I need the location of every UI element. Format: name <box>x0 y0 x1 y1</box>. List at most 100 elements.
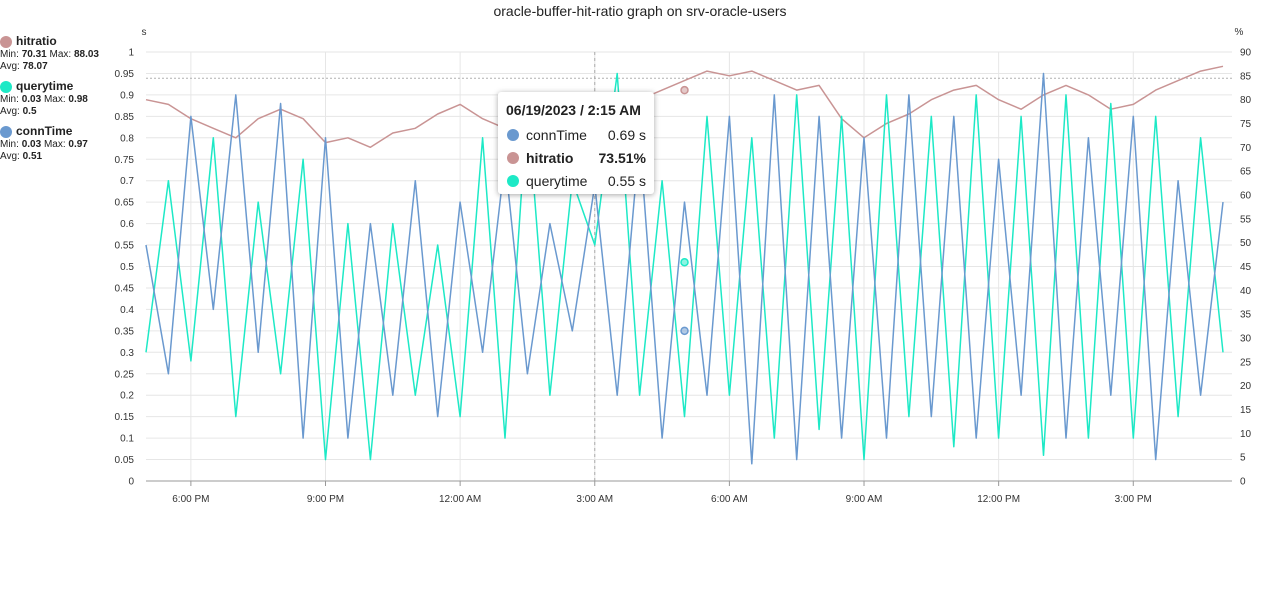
legend-avg-label: Avg: <box>0 61 20 72</box>
right-axis-unit: % <box>1235 27 1244 38</box>
tooltip-series-name: querytime <box>526 173 588 189</box>
y-left-tick-label: 0.9 <box>120 90 134 101</box>
x-tick-label: 12:00 PM <box>977 494 1020 505</box>
y-right-tick-label: 60 <box>1240 191 1252 202</box>
y-right-tick-label: 85 <box>1240 71 1252 82</box>
y-left-tick-label: 0.7 <box>120 176 134 187</box>
legend-max-value: 88.03 <box>73 49 99 60</box>
legend: hitratio Min: 70.31 Max: 88.03 Avg: 78.07 q… <box>0 34 140 169</box>
legend-avg-label: Avg: <box>0 106 20 117</box>
y-left-tick-label: 0.8 <box>120 133 134 144</box>
y-right-tick-label: 75 <box>1240 119 1252 130</box>
y-right-tick-label: 65 <box>1240 167 1252 178</box>
y-left-tick-label: 0.1 <box>120 434 134 445</box>
legend-min-label: Min: <box>0 49 19 60</box>
legend-min-value: 0.03 <box>21 139 42 150</box>
chart-title: oracle-buffer-hit-ratio graph on srv-ora… <box>493 3 786 19</box>
legend-avg-label: Avg: <box>0 151 20 162</box>
tooltip-title: 06/19/2023 / 2:15 AM <box>506 102 641 118</box>
tooltip: 06/19/2023 / 2:15 AM connTime 0.69 s hitra… <box>498 92 654 194</box>
legend-avg-value: 78.07 <box>22 61 48 72</box>
legend-avg: Avg: 0.51 <box>0 151 140 163</box>
tooltip-row-querytime: querytime 0.55 s <box>498 172 654 193</box>
legend-swatch-icon <box>0 125 12 138</box>
legend-max-label: Max: <box>43 139 66 150</box>
axis-layer: 0 0.05 0.1 0.15 0.2 0.25 0.3 0.35 0.4 0.45 0.5 0.55… <box>115 48 1252 506</box>
legend-series-name: querytime <box>16 79 74 93</box>
y-left-tick-label: 0.25 <box>115 369 135 380</box>
legend-stats: Min: 0.03 Max: 0.97 <box>0 139 140 151</box>
y-right-tick-label: 50 <box>1240 238 1252 249</box>
y-left-tick-label: 0.35 <box>115 326 135 337</box>
y-right-tick-label: 35 <box>1240 310 1252 321</box>
tooltip-row-connTime: connTime 0.69 s <box>498 126 654 147</box>
y-left-tick-label: 0.45 <box>115 283 135 294</box>
y-left-tick-label: 0.55 <box>115 241 135 252</box>
tooltip-series-name: connTime <box>526 127 587 143</box>
legend-max-label: Max: <box>43 94 66 105</box>
y-right-tick-label: 5 <box>1240 453 1246 464</box>
y-left-tick-label: 0.15 <box>115 412 135 423</box>
left-axis-unit: s <box>142 27 147 38</box>
y-left-tick-label: 0.6 <box>120 219 134 230</box>
legend-item-hitratio[interactable]: hitratio Min: 70.31 Max: 88.03 Avg: 78.07 <box>0 34 140 73</box>
y-right-tick-label: 55 <box>1240 214 1252 225</box>
y-left-tick-label: 0.2 <box>120 391 134 402</box>
tooltip-row-hitratio: hitratio 73.51% <box>498 149 654 170</box>
tooltip-swatch-icon <box>507 129 519 141</box>
x-tick-label: 3:00 AM <box>576 494 613 505</box>
legend-avg: Avg: 0.5 <box>0 106 140 118</box>
legend-avg-value: 0.51 <box>22 151 43 162</box>
x-tick-label: 9:00 AM <box>846 494 883 505</box>
x-tick-label: 9:00 PM <box>307 494 344 505</box>
legend-min-value: 0.03 <box>21 94 42 105</box>
y-right-tick-label: 20 <box>1240 381 1252 392</box>
x-tick-label: 6:00 PM <box>172 494 209 505</box>
tooltip-series-value: 0.69 s <box>607 127 646 143</box>
legend-min-label: Min: <box>0 139 19 150</box>
legend-avg: Avg: 78.07 <box>0 61 140 73</box>
legend-item-connTime[interactable]: connTime Min: 0.03 Max: 0.97 Avg: 0.51 <box>0 124 140 163</box>
y-right-tick-label: 90 <box>1240 48 1252 59</box>
y-left-tick-label: 0 <box>128 477 134 488</box>
tooltip-swatch-icon <box>507 152 519 164</box>
series-line-connTime <box>145 72 1224 465</box>
y-right-tick-label: 70 <box>1240 143 1252 154</box>
y-left-tick-label: 0.3 <box>120 348 134 359</box>
y-left-tick-label: 1 <box>128 48 134 59</box>
legend-series-name: hitratio <box>16 34 57 48</box>
x-tick-label: 6:00 AM <box>711 494 748 505</box>
legend-stats: Min: 0.03 Max: 0.98 <box>0 94 140 106</box>
legend-item-querytime[interactable]: querytime Min: 0.03 Max: 0.98 Avg: 0.5 <box>0 79 140 118</box>
series-line-querytime <box>145 72 1224 461</box>
marker-querytime <box>680 257 689 267</box>
legend-max-value: 0.97 <box>68 139 88 150</box>
legend-series-name: connTime <box>16 124 73 138</box>
x-tick-label: 3:00 PM <box>1115 494 1152 505</box>
y-right-tick-label: 40 <box>1240 286 1252 297</box>
legend-max-value: 0.98 <box>68 94 88 105</box>
legend-stats: Min: 70.31 Max: 88.03 <box>0 49 140 61</box>
y-right-tick-label: 45 <box>1240 262 1252 273</box>
y-left-tick-label: 0.75 <box>115 155 135 166</box>
tooltip-series-value: 73.51% <box>598 150 646 166</box>
tooltip-series-name: hitratio <box>526 150 574 166</box>
y-left-tick-label: 0.65 <box>115 198 135 209</box>
legend-min-value: 70.31 <box>21 49 47 60</box>
legend-swatch-icon <box>0 80 12 93</box>
marker-connTime <box>680 326 689 336</box>
y-left-tick-label: 0.4 <box>120 305 134 316</box>
x-tick-label: 12:00 AM <box>439 494 481 505</box>
y-left-tick-label: 0.85 <box>115 112 135 123</box>
tooltip-swatch-icon <box>507 175 519 187</box>
y-right-tick-label: 25 <box>1240 357 1252 368</box>
y-right-tick-label: 10 <box>1240 429 1252 440</box>
legend-min-label: Min: <box>0 94 19 105</box>
y-left-tick-label: 0.5 <box>120 262 134 273</box>
legend-header: connTime <box>0 124 140 139</box>
marker-hitratio <box>680 85 689 95</box>
grid <box>146 51 1232 482</box>
y-right-tick-label: 80 <box>1240 95 1252 106</box>
legend-avg-value: 0.5 <box>22 106 37 117</box>
